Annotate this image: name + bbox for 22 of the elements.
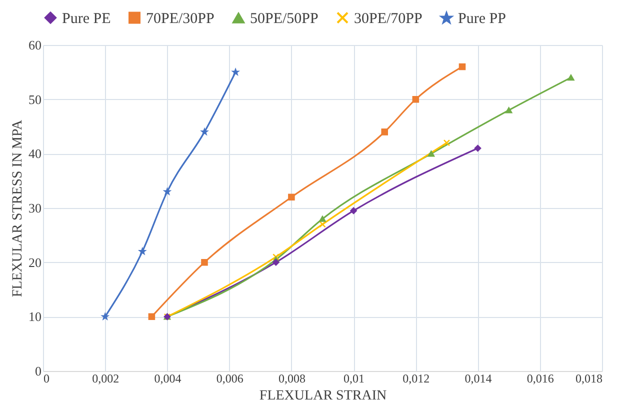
y-tick-label: 60 [28, 38, 42, 52]
x-tick-label: 0,008 [278, 372, 306, 386]
legend-label: Pure PE [62, 10, 111, 27]
x-tick-label: 0,018 [576, 372, 602, 386]
x-tick-label: 0,006 [216, 372, 244, 386]
y-tick-label: 10 [28, 309, 42, 324]
y-tick-label: 20 [28, 254, 42, 270]
y-tick-label: 30 [28, 200, 42, 216]
x-tick-label: 0,002 [92, 372, 120, 386]
y-axis-title: FLEXULAR STRESS IN MPA [10, 118, 26, 298]
x-tick-label: 0,012 [402, 372, 430, 386]
x-axis-title: FLEXULAR STRAIN [259, 388, 387, 404]
x-tick-label: 0,004 [154, 372, 182, 386]
y-tick-label: 40 [28, 146, 42, 162]
x-tick-label: 0,01 [344, 372, 365, 386]
legend-label: Pure PP [458, 11, 506, 28]
legend-label: 50PE/50PP [250, 11, 318, 28]
x-tick-label: 0,016 [526, 372, 554, 386]
legend-label: 70PE/30PP [146, 10, 214, 27]
x-tick-label: 0,014 [464, 372, 492, 386]
legend-label: 30PE/70PP [354, 10, 422, 27]
y-tick-label: 50 [28, 92, 42, 107]
